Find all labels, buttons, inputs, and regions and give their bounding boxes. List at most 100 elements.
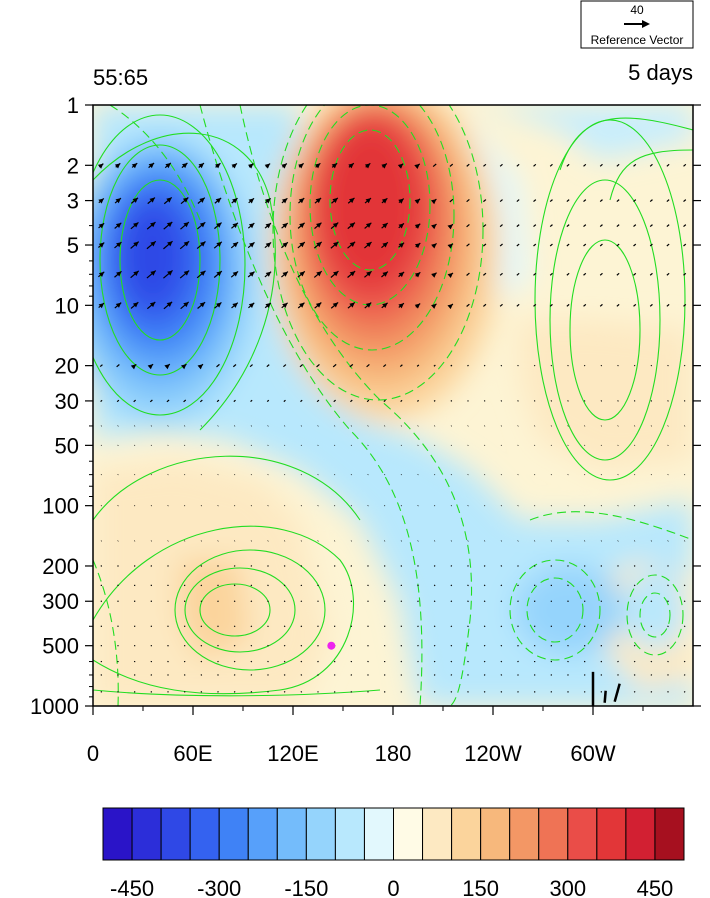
- wind-vector: [517, 364, 519, 367]
- wind-vector-head: [132, 302, 139, 308]
- colorbar: [102, 807, 685, 861]
- wind-vector: [499, 272, 503, 276]
- wind-vector-head: [315, 302, 322, 308]
- wind-vector-head: [232, 222, 238, 229]
- wind-vector: [666, 272, 670, 276]
- wind-vector: [667, 660, 669, 663]
- y-tick-label: 30: [55, 389, 79, 414]
- wind-vector: [617, 400, 619, 402]
- wind-vector: [667, 584, 669, 587]
- wind-vector: [200, 674, 203, 676]
- wind-vector: [433, 399, 436, 402]
- wind-vector: [499, 303, 503, 307]
- wind-vector-head: [299, 242, 305, 248]
- wind-vector: [667, 400, 669, 402]
- wind-vector: [450, 625, 453, 628]
- wind-vector: [633, 303, 637, 307]
- wind-vector: [299, 364, 304, 368]
- y-axis: 1 2 3 5 10 20 30 50 100 200 300 500 1000: [30, 93, 701, 719]
- wind-vector: [633, 660, 636, 663]
- wind-vector: [266, 399, 270, 403]
- wind-vector: [467, 660, 469, 663]
- wind-vector: [533, 163, 537, 167]
- wind-vector-head: [414, 163, 420, 169]
- wind-vector: [433, 565, 436, 567]
- wind-vector: [433, 691, 436, 693]
- wind-vector: [633, 625, 636, 628]
- wind-vector: [166, 399, 170, 403]
- wind-vector-head: [315, 197, 322, 204]
- wind-vector: [233, 691, 236, 693]
- wind-vector: [283, 399, 286, 403]
- wind-vector: [683, 224, 687, 228]
- wind-vector: [667, 625, 669, 628]
- reference-vector-value: 40: [630, 3, 644, 17]
- wind-vector: [683, 660, 686, 663]
- wind-vector-head: [214, 163, 221, 169]
- wind-vector: [550, 364, 553, 367]
- wind-vector: [533, 224, 537, 228]
- wind-vector: [332, 363, 337, 368]
- wind-vector-head: [147, 364, 154, 370]
- wind-vector-head: [332, 302, 339, 308]
- colorbar-box: [567, 807, 598, 861]
- reference-vector-box: 40 Reference Vector: [580, 0, 694, 49]
- wind-vector-head: [430, 199, 437, 205]
- wind-vector: [433, 674, 436, 676]
- colorbar-tick-label: -300: [197, 876, 241, 898]
- wind-vector: [283, 644, 286, 647]
- plot-area: [93, 105, 693, 706]
- wind-vector: [599, 199, 603, 203]
- x-tick-label: 180: [375, 741, 412, 766]
- wind-vector: [449, 163, 454, 167]
- wind-vector: [567, 400, 569, 402]
- wind-vector-head: [116, 271, 122, 277]
- colorbar-box: [451, 807, 482, 861]
- wind-vector: [566, 243, 570, 247]
- colorbar-box: [334, 807, 365, 861]
- wind-vector-head: [382, 302, 388, 309]
- title-right: 5 days: [628, 60, 693, 85]
- wind-vector: [217, 644, 219, 647]
- wind-vector: [417, 600, 419, 603]
- wind-vector: [666, 224, 670, 228]
- wind-vector: [483, 625, 486, 628]
- wind-vector: [467, 600, 469, 603]
- wind-vector-head: [232, 302, 238, 308]
- wind-vector: [516, 272, 520, 276]
- wind-vector-head: [431, 272, 437, 278]
- wind-vector: [467, 674, 469, 676]
- colorbar-tick-label: 300: [549, 876, 586, 898]
- wind-vector: [399, 364, 403, 367]
- wind-vector: [650, 565, 653, 567]
- wind-vector: [467, 691, 469, 693]
- wind-vector-head: [97, 163, 104, 169]
- wind-vector: [633, 584, 636, 587]
- wind-vector: [466, 198, 470, 203]
- wind-vector: [599, 224, 603, 228]
- wind-vector-head: [365, 222, 372, 228]
- wind-vector-head: [150, 222, 156, 228]
- colorbar-box: [625, 807, 656, 861]
- wind-vector: [650, 660, 653, 663]
- wind-vector: [250, 691, 253, 693]
- wind-vector: [250, 584, 253, 587]
- wind-vector: [433, 660, 436, 663]
- wind-vector-head: [249, 271, 255, 277]
- wind-vector-head: [316, 241, 322, 248]
- wind-vector-head: [248, 223, 255, 229]
- wind-vector: [500, 674, 503, 676]
- wind-vector: [650, 400, 653, 402]
- y-tick-label: 200: [42, 554, 79, 579]
- wind-vector: [499, 224, 503, 228]
- wind-vector: [583, 400, 586, 402]
- wind-vector: [467, 625, 469, 628]
- wind-vector: [666, 199, 670, 203]
- wind-vector-head: [349, 241, 356, 247]
- wind-vector: [200, 584, 203, 587]
- wind-vector: [649, 303, 653, 307]
- wind-vector: [449, 198, 454, 203]
- wind-vector: [250, 674, 253, 676]
- wind-vector-head: [199, 197, 205, 203]
